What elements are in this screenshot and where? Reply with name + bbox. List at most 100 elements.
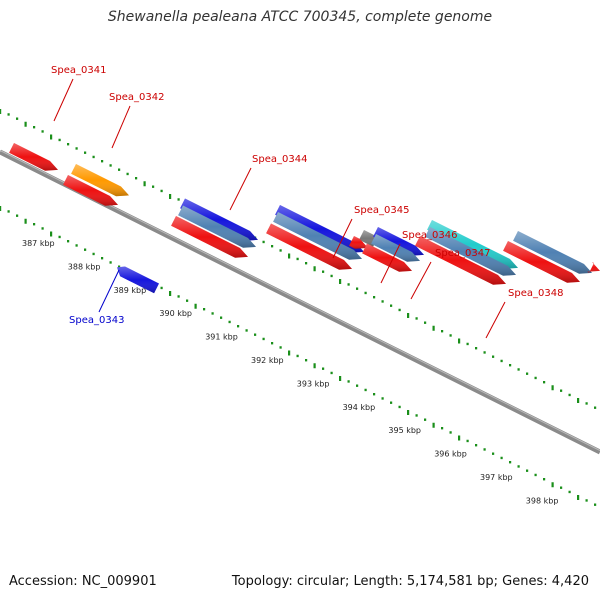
ruler-tick [24, 121, 27, 127]
feature-spea-0347-a-shading [373, 227, 424, 256]
ruler-tick [339, 376, 342, 381]
ruler-tick [458, 338, 461, 344]
ruler-tick [568, 490, 571, 494]
gene-label[interactable]: Spea_0343 [69, 315, 124, 326]
ruler-tick [58, 235, 61, 239]
ruler-tick [568, 393, 571, 397]
ruler-tick [330, 371, 333, 375]
ruler-tick [7, 113, 10, 116]
ruler-tick [16, 214, 19, 217]
ruler-tick [220, 316, 223, 319]
ruler-tick [475, 444, 478, 447]
gene-label-leader [53, 78, 74, 122]
ruler-tick [517, 368, 520, 371]
tick-label: 394 kbp [343, 403, 376, 412]
ruler-tick [271, 342, 274, 345]
ruler-tick [347, 283, 350, 286]
ruler-tick [135, 177, 138, 180]
ruler-tick [177, 198, 180, 201]
ruler-tick [279, 346, 282, 349]
gene-label[interactable]: Spea_0346 [402, 230, 457, 241]
ruler-tick [356, 384, 359, 387]
ruler-tick [33, 223, 36, 226]
ruler-tick [126, 172, 129, 176]
tick-label: 387 kbp [22, 239, 55, 248]
ruler-tick [449, 334, 452, 337]
ruler-tick [160, 286, 163, 290]
feature-spea-0347-b-shading [371, 234, 420, 262]
gene-label[interactable]: Spea_0347 [435, 248, 490, 259]
ruler-tick [509, 364, 512, 367]
gene-label-leader [98, 269, 120, 313]
ruler-tick [109, 164, 112, 167]
ruler-tick [526, 372, 529, 375]
ruler-tick [211, 312, 214, 315]
ruler-tick [492, 355, 495, 358]
feature-spea-0349-a-shading [513, 231, 592, 274]
ruler-tick [322, 367, 325, 370]
feature-spea-0345-c-shading [266, 223, 352, 270]
gene-label[interactable]: Spea_0341 [51, 65, 106, 76]
gene-label[interactable]: Spea_0348 [508, 288, 563, 299]
ruler-tick [7, 210, 10, 213]
feature-spea-0344-c-shading [171, 216, 248, 258]
ruler-tick [441, 427, 444, 430]
ruler-tick [424, 321, 427, 324]
feature-spea-0342-b-shading [63, 175, 118, 206]
ruler-tick [585, 499, 588, 502]
feature-spea-0341-shading [9, 143, 59, 171]
gene-label[interactable]: Spea_0344 [252, 154, 307, 165]
ruler-tick [330, 274, 333, 278]
ruler-tick [492, 452, 495, 455]
ruler-tick [271, 245, 274, 248]
gene-label-leader [485, 301, 506, 339]
ruler-tick [577, 495, 580, 500]
feature-spea-0348-a-shading [427, 220, 518, 269]
ruler-tick [177, 295, 180, 298]
ruler-tick [415, 414, 418, 417]
tick-label: 396 kbp [434, 450, 467, 459]
gene-labels: Spea_0341 Spea_0342 Spea_0343 Spea_0344 Spea… [51, 65, 563, 339]
ruler-tick [509, 461, 512, 464]
ruler-tick [50, 134, 53, 140]
feature-spea-0344-a-shading [180, 198, 258, 241]
gene-label[interactable]: Spea_0342 [109, 92, 164, 103]
ruler-tick [594, 503, 597, 506]
ruler-tick [92, 252, 95, 256]
ruler-tick [254, 333, 257, 336]
tick-label: 388 kbp [68, 262, 101, 271]
ruler-tick [296, 257, 299, 261]
ruler-tick [543, 381, 546, 384]
ruler-tick-track [0, 109, 597, 506]
ruler-tick [305, 359, 308, 362]
ruler-tick [75, 147, 78, 150]
gene-label[interactable]: Spea_0345 [354, 205, 409, 216]
ruler-tick [109, 261, 112, 264]
ruler-tick [84, 151, 87, 154]
ruler-tick [390, 304, 393, 307]
ruler-tick [398, 308, 401, 312]
ruler-tick [398, 405, 401, 409]
ruler-tick [169, 291, 172, 296]
ruler-tick [415, 317, 418, 320]
ruler-tick [517, 465, 520, 468]
ruler-tick [262, 337, 265, 341]
ruler-tick [466, 439, 469, 443]
ruler-tick [441, 330, 444, 333]
feature-spea-0348-b-shading [425, 227, 516, 276]
feature-spea-0346-b-shading [349, 236, 368, 249]
map-title: Shewanella pealeana ATCC 700345, complet… [107, 9, 493, 25]
ruler-tick [237, 325, 240, 328]
tick-label: 398 kbp [526, 496, 559, 505]
ruler-tick [500, 359, 503, 363]
ruler-tick [313, 363, 316, 369]
gene-label-leader [111, 105, 131, 149]
ruler-tick [381, 397, 384, 400]
ruler-tick [67, 240, 70, 243]
ruler-tick [262, 240, 265, 244]
feature-spea-0345-b-shading [273, 212, 362, 260]
ruler-tick [67, 143, 70, 146]
ruler-tick [194, 303, 197, 309]
ruler-tick [483, 351, 486, 354]
